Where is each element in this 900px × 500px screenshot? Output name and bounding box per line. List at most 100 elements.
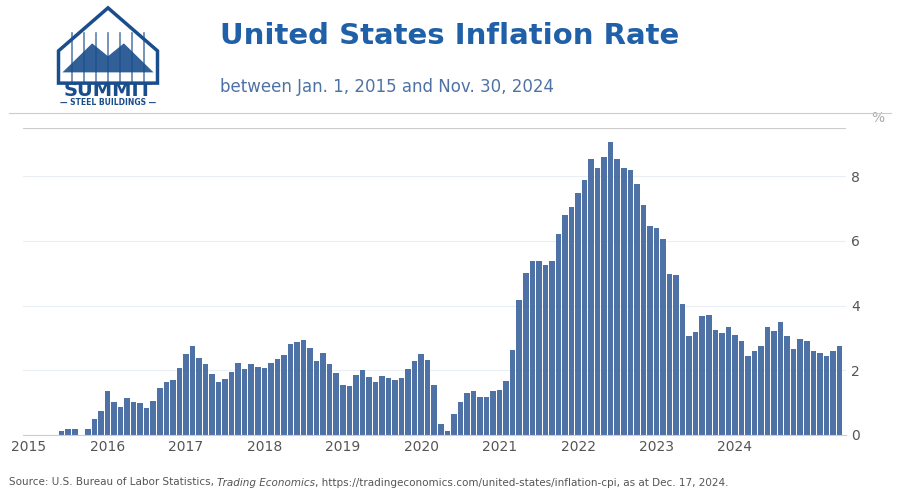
Bar: [517, 300, 522, 435]
Bar: [811, 351, 816, 435]
Text: Trading Economics: Trading Economics: [217, 478, 315, 488]
Bar: [608, 142, 614, 435]
Text: SUMMIT: SUMMIT: [64, 81, 152, 100]
Bar: [699, 316, 705, 435]
Bar: [86, 430, 91, 435]
Bar: [627, 170, 633, 435]
Bar: [673, 276, 679, 435]
Bar: [680, 304, 686, 435]
Bar: [346, 386, 352, 435]
Bar: [581, 180, 588, 435]
Bar: [641, 205, 646, 435]
Bar: [817, 353, 823, 435]
Bar: [418, 354, 424, 435]
Bar: [327, 364, 332, 435]
Bar: [170, 380, 176, 435]
Bar: [58, 431, 65, 435]
Bar: [150, 400, 156, 435]
Bar: [196, 358, 202, 435]
Bar: [543, 265, 548, 435]
Bar: [713, 330, 718, 435]
Bar: [190, 346, 195, 435]
Bar: [274, 358, 280, 435]
Bar: [438, 424, 444, 435]
Bar: [667, 274, 672, 435]
Bar: [732, 335, 738, 435]
Bar: [491, 391, 496, 435]
Bar: [301, 340, 306, 435]
Bar: [294, 342, 300, 435]
Bar: [725, 326, 731, 435]
Bar: [778, 322, 783, 435]
Bar: [202, 364, 208, 435]
Bar: [445, 431, 450, 435]
Bar: [386, 378, 391, 435]
Bar: [262, 368, 267, 435]
Text: , https://tradingeconomics.com/united-states/inflation-cpi, as at Dec. 17, 2024.: , https://tradingeconomics.com/united-st…: [315, 478, 729, 488]
Bar: [634, 184, 640, 435]
Bar: [771, 332, 777, 435]
Bar: [477, 397, 482, 435]
Polygon shape: [62, 44, 154, 72]
Bar: [497, 390, 502, 435]
Bar: [575, 193, 580, 435]
Bar: [176, 368, 182, 435]
Bar: [255, 366, 261, 435]
Bar: [804, 342, 810, 435]
Bar: [405, 368, 411, 435]
Bar: [307, 348, 313, 435]
Bar: [569, 207, 574, 435]
Bar: [503, 380, 508, 435]
Bar: [236, 363, 241, 435]
Bar: [66, 430, 71, 435]
Text: United States Inflation Rate: United States Inflation Rate: [220, 22, 680, 50]
Bar: [595, 168, 600, 435]
Bar: [98, 412, 104, 435]
Bar: [555, 234, 562, 435]
Text: between Jan. 1, 2015 and Nov. 30, 2024: between Jan. 1, 2015 and Nov. 30, 2024: [220, 78, 554, 96]
Bar: [484, 397, 490, 435]
Bar: [739, 341, 744, 435]
Bar: [164, 382, 169, 435]
Bar: [661, 240, 666, 435]
Bar: [791, 349, 796, 435]
Bar: [451, 414, 456, 435]
Bar: [183, 354, 189, 435]
Bar: [104, 390, 110, 435]
Bar: [340, 385, 346, 435]
Bar: [333, 373, 339, 435]
Bar: [464, 392, 470, 435]
Bar: [242, 369, 248, 435]
Bar: [785, 336, 790, 435]
Bar: [222, 379, 228, 435]
Text: Source: U.S. Bureau of Labor Statistics,: Source: U.S. Bureau of Labor Statistics,: [9, 478, 217, 488]
Bar: [653, 228, 659, 435]
Bar: [248, 364, 254, 435]
Bar: [745, 356, 751, 435]
Bar: [392, 380, 398, 435]
Bar: [601, 158, 607, 435]
Bar: [457, 402, 464, 435]
Bar: [288, 344, 293, 435]
Bar: [412, 361, 418, 435]
Bar: [759, 346, 764, 435]
Bar: [693, 332, 698, 435]
Bar: [124, 398, 130, 435]
Bar: [647, 226, 652, 435]
Bar: [379, 376, 384, 435]
Bar: [144, 408, 149, 435]
Bar: [431, 385, 437, 435]
Bar: [529, 260, 535, 435]
Bar: [353, 375, 358, 435]
Bar: [471, 390, 476, 435]
Bar: [837, 346, 842, 435]
Bar: [360, 370, 365, 435]
Bar: [373, 382, 378, 435]
Bar: [589, 158, 594, 435]
Bar: [706, 315, 712, 435]
Bar: [118, 408, 123, 435]
Bar: [536, 261, 542, 435]
Bar: [268, 364, 274, 435]
Bar: [366, 377, 372, 435]
Bar: [549, 260, 554, 435]
